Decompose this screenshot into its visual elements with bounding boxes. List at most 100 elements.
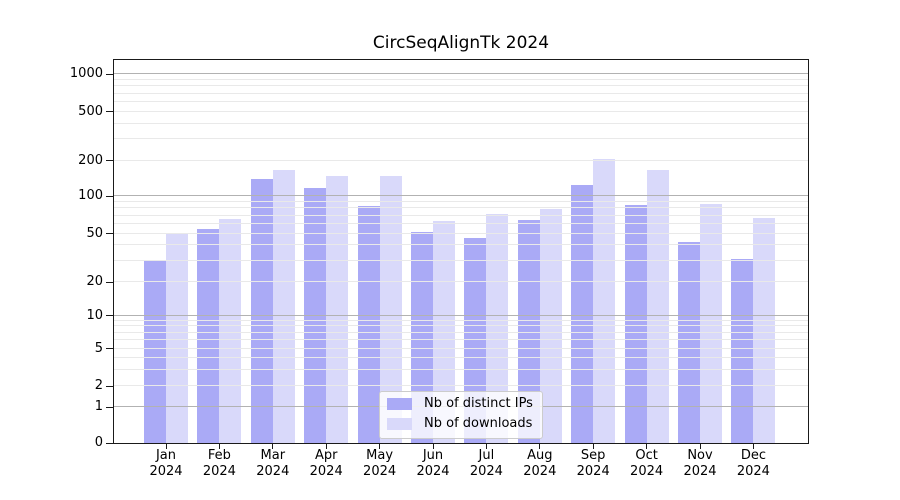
legend-swatch-downloads: [387, 418, 412, 430]
x-tick-sep: [592, 444, 594, 449]
y-tick-1: [106, 406, 113, 408]
gridline-minor-90: [114, 200, 808, 202]
x-tick-aug: [539, 444, 541, 449]
y-tick-label-20: 20: [86, 274, 103, 290]
gridline-minor-900: [114, 79, 808, 81]
x-tick-label-aug: Aug 2024: [523, 448, 557, 479]
gridline-major-10: [114, 314, 808, 316]
y-tick-label-50: 50: [86, 225, 103, 241]
bar-nov-downloads: [700, 203, 722, 443]
x-tick-label-nov: Nov 2024: [683, 448, 717, 479]
bar-dec-downloads: [753, 217, 776, 443]
gridline-minor-5: [114, 347, 808, 349]
gridline-major-1000: [114, 73, 808, 75]
bar-sep-downloads: [593, 159, 616, 443]
y-tick-label-0: 0: [94, 435, 103, 450]
x-tick-label-oct: Oct 2024: [630, 448, 664, 479]
gridline-minor-200: [114, 159, 808, 161]
bar-mar-distinct-ips: [250, 178, 273, 443]
legend-label-downloads: Nb of downloads: [424, 416, 533, 431]
y-tick-50: [106, 233, 113, 235]
gridline-minor-80: [114, 207, 808, 209]
y-tick-200: [106, 160, 113, 161]
y-tick-label-2: 2: [94, 378, 103, 394]
legend: Nb of distinct IPs Nb of downloads: [379, 391, 543, 439]
legend-item-downloads: Nb of downloads: [387, 417, 533, 431]
x-tick-oct: [646, 444, 648, 449]
gridline-minor-600: [114, 100, 808, 102]
x-tick-label-sep: Sep 2024: [576, 448, 610, 479]
y-tick-20: [106, 281, 113, 283]
bar-nov-distinct-ips: [678, 241, 700, 443]
gridline-minor-3: [114, 368, 808, 370]
bar-apr-downloads: [326, 176, 349, 443]
x-tick-label-jun: Jun 2024: [416, 448, 450, 479]
gridline-minor-800: [114, 85, 808, 87]
bar-dec-distinct-ips: [731, 259, 754, 443]
y-tick-1000: [106, 73, 113, 75]
bar-aug-distinct-ips: [517, 219, 540, 443]
bar-oct-distinct-ips: [624, 205, 647, 443]
x-tick-may: [379, 444, 381, 449]
y-tick-label-10: 10: [86, 307, 103, 323]
gridline-minor-400: [114, 122, 808, 124]
x-tick-label-feb: Feb 2024: [202, 448, 236, 479]
bar-jan-distinct-ips: [144, 260, 166, 443]
bar-jun-distinct-ips: [411, 231, 433, 443]
legend-item-distinct-ips: Nb of distinct IPs: [387, 397, 533, 411]
y-tick-label-100: 100: [78, 188, 103, 204]
y-tick-label-5: 5: [94, 340, 103, 356]
legend-label-distinct-ips: Nb of distinct IPs: [424, 396, 533, 411]
x-tick-nov: [699, 444, 701, 449]
x-tick-jan: [165, 444, 167, 449]
gridline-minor-8: [114, 325, 808, 327]
gridline-minor-20: [114, 281, 808, 283]
y-tick-label-200: 200: [78, 152, 103, 168]
chart-title: CircSeqAlignTk 2024: [372, 33, 550, 53]
gridline-minor-4: [114, 356, 808, 358]
bar-jan-downloads: [166, 233, 188, 443]
x-tick-mar: [272, 444, 274, 449]
bar-mar-downloads: [272, 170, 295, 443]
x-tick-label-jul: Jul 2024: [469, 448, 503, 479]
x-tick-apr: [325, 444, 327, 449]
x-tick-jun: [432, 444, 434, 449]
y-tick-5: [106, 348, 113, 349]
x-tick-dec: [752, 444, 754, 449]
gridline-minor-40: [114, 244, 808, 246]
x-tick-label-may: May 2024: [363, 448, 397, 479]
y-tick-100: [106, 195, 113, 197]
gridline-minor-30: [114, 259, 808, 261]
y-tick-label-1000: 1000: [69, 66, 103, 82]
gridline-minor-500: [114, 110, 808, 112]
y-tick-10: [106, 315, 113, 317]
gridline-minor-60: [114, 222, 808, 224]
bar-may-downloads: [379, 176, 402, 443]
plot-area: Nb of distinct IPs Nb of downloads: [113, 59, 809, 444]
x-tick-label-dec: Dec 2024: [736, 448, 770, 479]
x-tick-feb: [218, 444, 220, 449]
gridline-minor-50: [114, 232, 808, 234]
gridline-minor-70: [114, 214, 808, 216]
gridline-minor-6: [114, 338, 808, 340]
bar-feb-downloads: [219, 218, 242, 443]
gridline-minor-300: [114, 137, 808, 139]
bar-oct-downloads: [646, 169, 669, 443]
bar-feb-distinct-ips: [197, 229, 220, 443]
y-tick-500: [106, 111, 113, 113]
gridline-minor-7: [114, 331, 808, 333]
y-tick-label-500: 500: [78, 103, 103, 119]
x-tick-label-jan: Jan 2024: [149, 448, 183, 479]
gridline-major-100: [114, 195, 808, 197]
x-tick-label-apr: Apr 2024: [309, 448, 343, 479]
x-tick-label-mar: Mar 2024: [256, 448, 290, 479]
legend-swatch-distinct-ips: [387, 398, 412, 410]
gridline-minor-9: [114, 319, 808, 321]
bar-may-distinct-ips: [357, 205, 380, 443]
y-tick-label-1: 1: [94, 399, 103, 415]
bar-sep-distinct-ips: [571, 184, 594, 443]
x-tick-jul: [485, 444, 487, 449]
y-tick-2: [106, 385, 113, 387]
y-tick-0: [106, 442, 113, 444]
